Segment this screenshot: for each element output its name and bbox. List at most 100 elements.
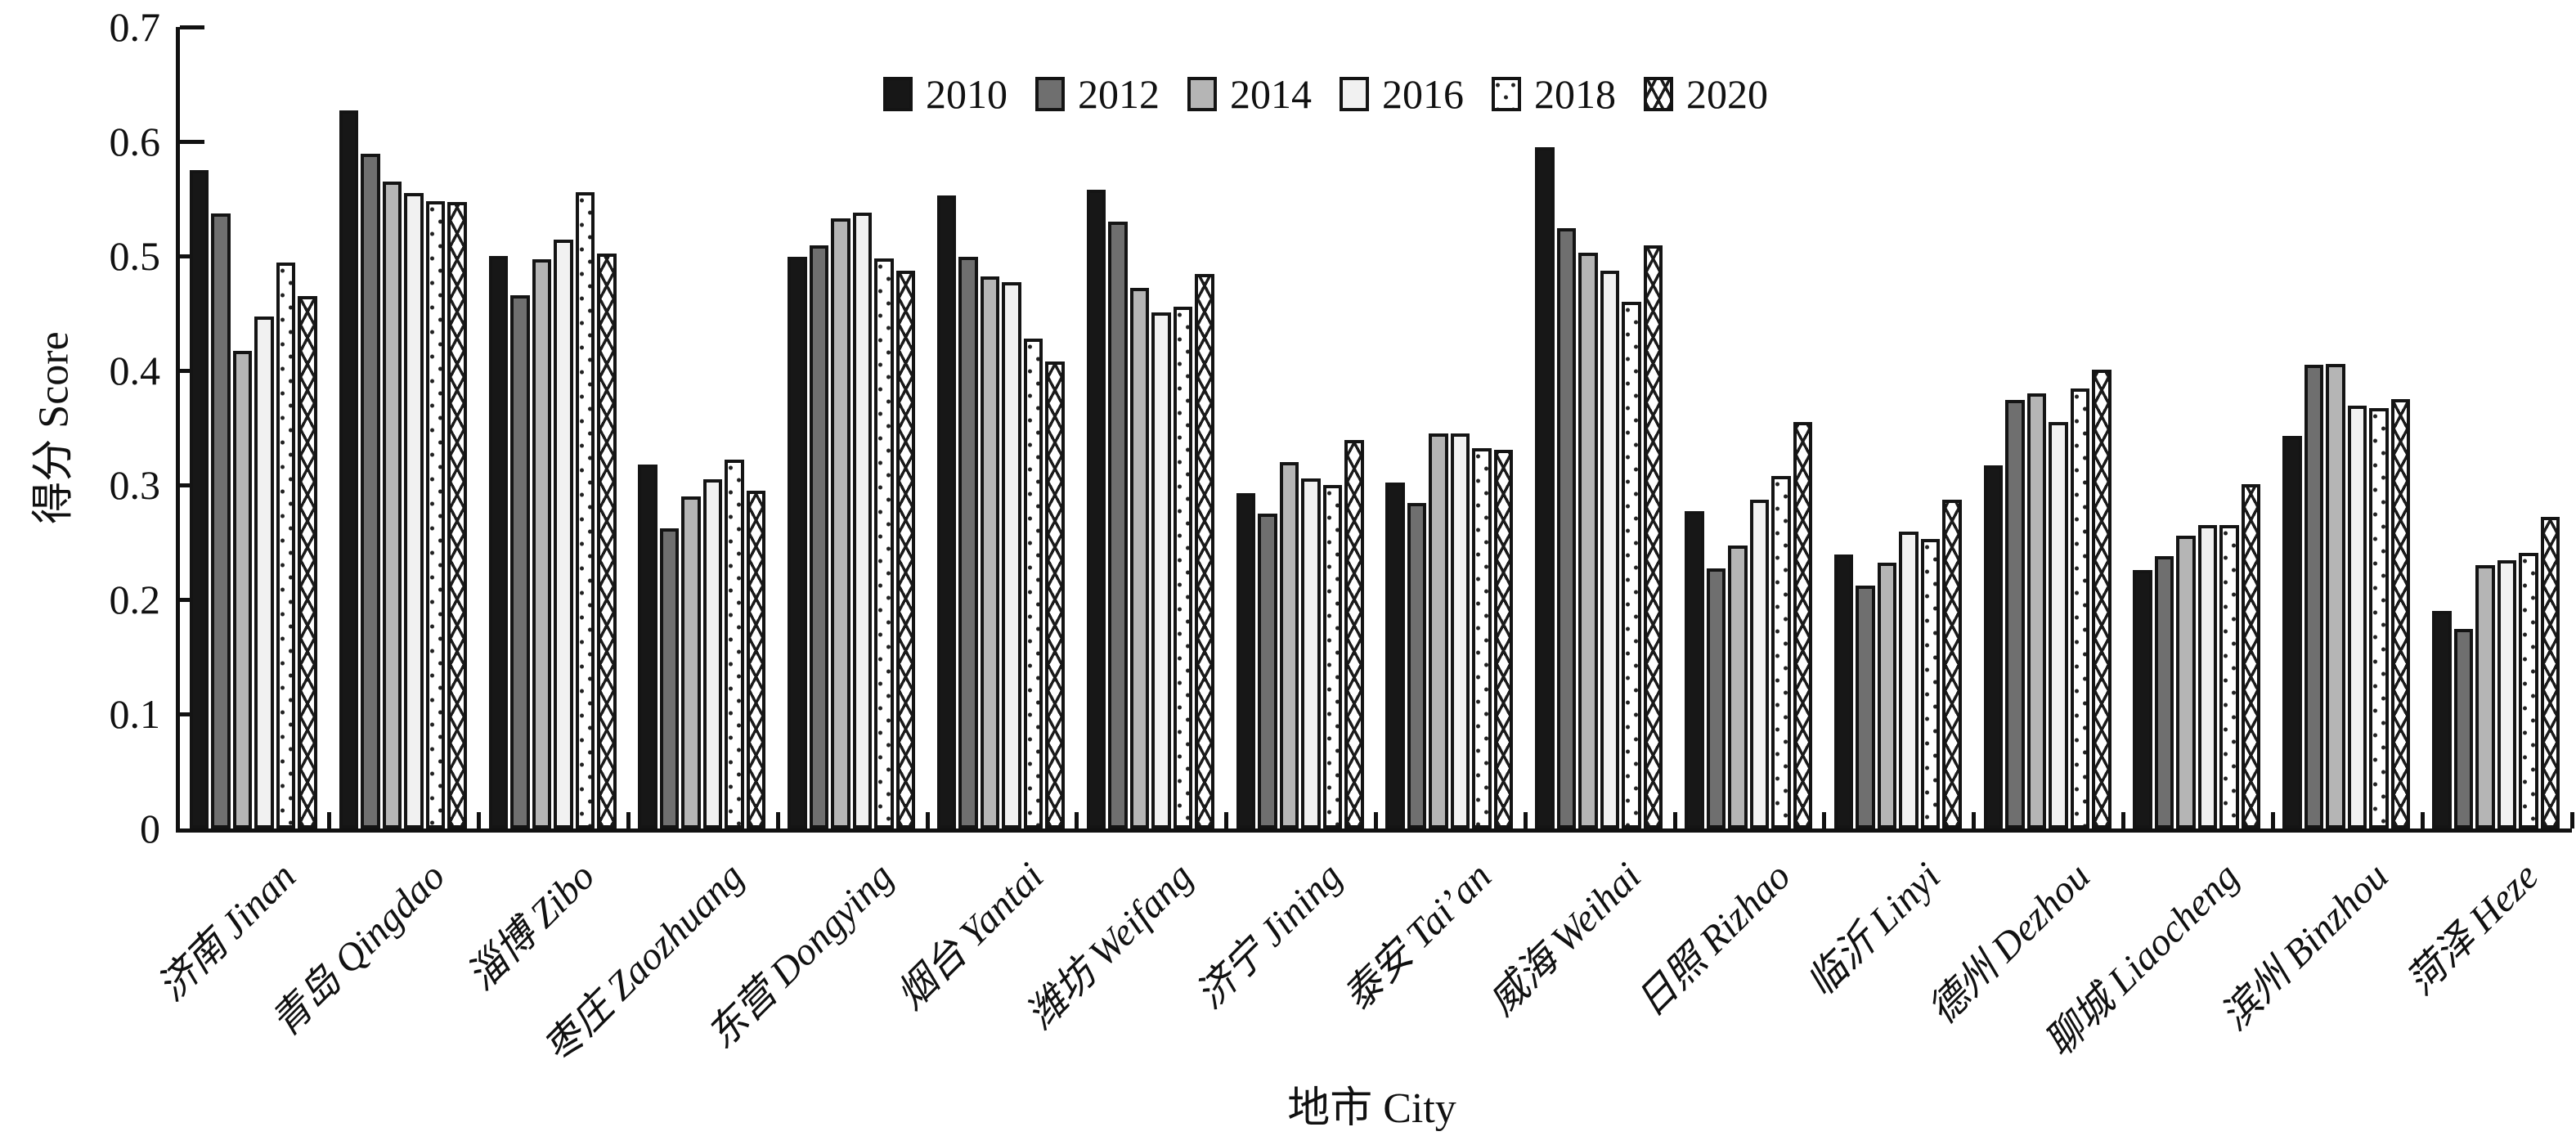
legend-label: 2012 — [1078, 71, 1160, 117]
x-tick — [1972, 812, 1977, 828]
x-tick — [925, 812, 930, 828]
bar-2016-7 — [1301, 478, 1321, 828]
bar-2010-14 — [2282, 435, 2302, 828]
x-tick — [1672, 812, 1677, 828]
bar-2010-0 — [189, 170, 209, 828]
legend-label: 2018 — [1534, 71, 1616, 117]
bar-2020-4 — [895, 271, 916, 828]
bar-2010-6 — [1086, 189, 1106, 828]
bar-2016-11 — [1899, 532, 1919, 828]
bar-2016-0 — [254, 317, 274, 828]
x-tick — [1224, 812, 1229, 828]
bar-2014-4 — [831, 218, 850, 828]
bar-2014-0 — [232, 351, 253, 828]
bar-2018-3 — [725, 460, 744, 828]
bar-2016-6 — [1151, 312, 1171, 828]
bar-2020-10 — [1793, 422, 1813, 828]
x-category-text: 威海 Weihai — [1480, 854, 1650, 1024]
bar-2014-8 — [1429, 433, 1448, 828]
bar-2014-2 — [532, 259, 552, 828]
bar-2010-15 — [2432, 611, 2452, 828]
bar-2016-1 — [404, 193, 424, 828]
bar-2010-12 — [1983, 465, 2004, 828]
bar-2014-3 — [681, 496, 701, 828]
x-tick — [477, 812, 482, 828]
bar-2010-13 — [2133, 569, 2152, 828]
legend-label: 2020 — [1686, 71, 1768, 117]
legend-swatch-solid-dark — [883, 77, 913, 111]
x-tick — [775, 812, 780, 828]
bar-2014-5 — [980, 276, 1000, 828]
bar-2014-1 — [382, 182, 402, 828]
bar-2020-0 — [298, 296, 317, 828]
bar-2014-7 — [1279, 462, 1299, 828]
bar-2014-12 — [2026, 393, 2047, 828]
legend-item-2016: 2016 — [1340, 70, 1464, 118]
bar-2020-5 — [1045, 361, 1065, 828]
y-tick-label: 0.4 — [109, 348, 161, 393]
bar-2010-1 — [339, 110, 359, 828]
bar-2012-15 — [2453, 629, 2474, 828]
legend-label: 2010 — [926, 71, 1008, 117]
bar-2016-4 — [852, 212, 873, 828]
bar-2010-3 — [638, 464, 657, 828]
bar-2010-11 — [1833, 555, 1854, 828]
bar-2020-8 — [1493, 449, 1514, 828]
bar-2020-14 — [2390, 399, 2411, 828]
y-tick-label: 0.7 — [109, 4, 161, 50]
bar-2014-6 — [1129, 288, 1150, 828]
x-tick — [1523, 812, 1528, 828]
bar-2010-4 — [788, 257, 807, 828]
bar-2018-11 — [1920, 538, 1941, 828]
y-tick-label: 0.5 — [109, 233, 161, 279]
bar-2012-8 — [1407, 503, 1427, 828]
bar-2018-14 — [2369, 408, 2389, 828]
legend-label: 2016 — [1382, 71, 1464, 117]
x-category-text: 泰安 Tai’an — [1335, 854, 1501, 1020]
plot-area — [176, 25, 2574, 833]
bar-2012-0 — [211, 213, 231, 828]
legend-swatch-light-gray — [1187, 77, 1217, 111]
bar-2020-11 — [1942, 500, 1962, 828]
bar-2010-10 — [1685, 511, 1704, 828]
legend-item-2010: 2010 — [883, 70, 1008, 118]
bar-2016-9 — [1600, 271, 1620, 828]
y-tick-label: 0.6 — [109, 119, 161, 164]
bar-2016-14 — [2347, 406, 2367, 828]
y-tick — [180, 139, 204, 144]
x-tick — [2270, 812, 2275, 828]
bar-2012-3 — [659, 528, 680, 828]
legend-item-2012: 2012 — [1035, 70, 1160, 118]
bar-2018-9 — [1622, 302, 1641, 828]
bar-2020-7 — [1344, 440, 1364, 828]
bar-2014-13 — [2176, 535, 2196, 828]
bar-2014-15 — [2475, 565, 2495, 828]
legend-item-2014: 2014 — [1187, 70, 1312, 118]
legend-swatch-crosshatch-white — [1644, 77, 1673, 111]
bar-2016-3 — [702, 479, 723, 828]
bar-2014-11 — [1877, 563, 1897, 828]
bar-2018-5 — [1023, 338, 1043, 828]
x-category-text: 济宁 Jining — [1187, 854, 1351, 1017]
bar-2016-13 — [2197, 525, 2218, 828]
bar-2010-8 — [1385, 483, 1405, 828]
bar-2012-13 — [2154, 555, 2174, 828]
x-tick — [626, 812, 631, 828]
bar-2020-15 — [2540, 517, 2560, 828]
bar-2012-7 — [1258, 514, 1277, 828]
bar-2016-12 — [2049, 422, 2068, 828]
bar-2020-13 — [2241, 483, 2261, 828]
y-tick — [180, 25, 204, 29]
bar-2018-15 — [2519, 552, 2538, 828]
bar-2020-2 — [597, 254, 617, 828]
bar-2016-5 — [1002, 282, 1021, 828]
bar-2018-12 — [2070, 388, 2090, 828]
bar-2018-6 — [1173, 306, 1193, 828]
legend-item-2020: 2020 — [1644, 70, 1768, 118]
x-tick — [2569, 812, 2574, 828]
y-tick-label: 0.2 — [109, 577, 161, 622]
bar-2016-10 — [1749, 500, 1770, 828]
x-tick — [1075, 812, 1079, 828]
bar-2014-9 — [1578, 252, 1598, 828]
